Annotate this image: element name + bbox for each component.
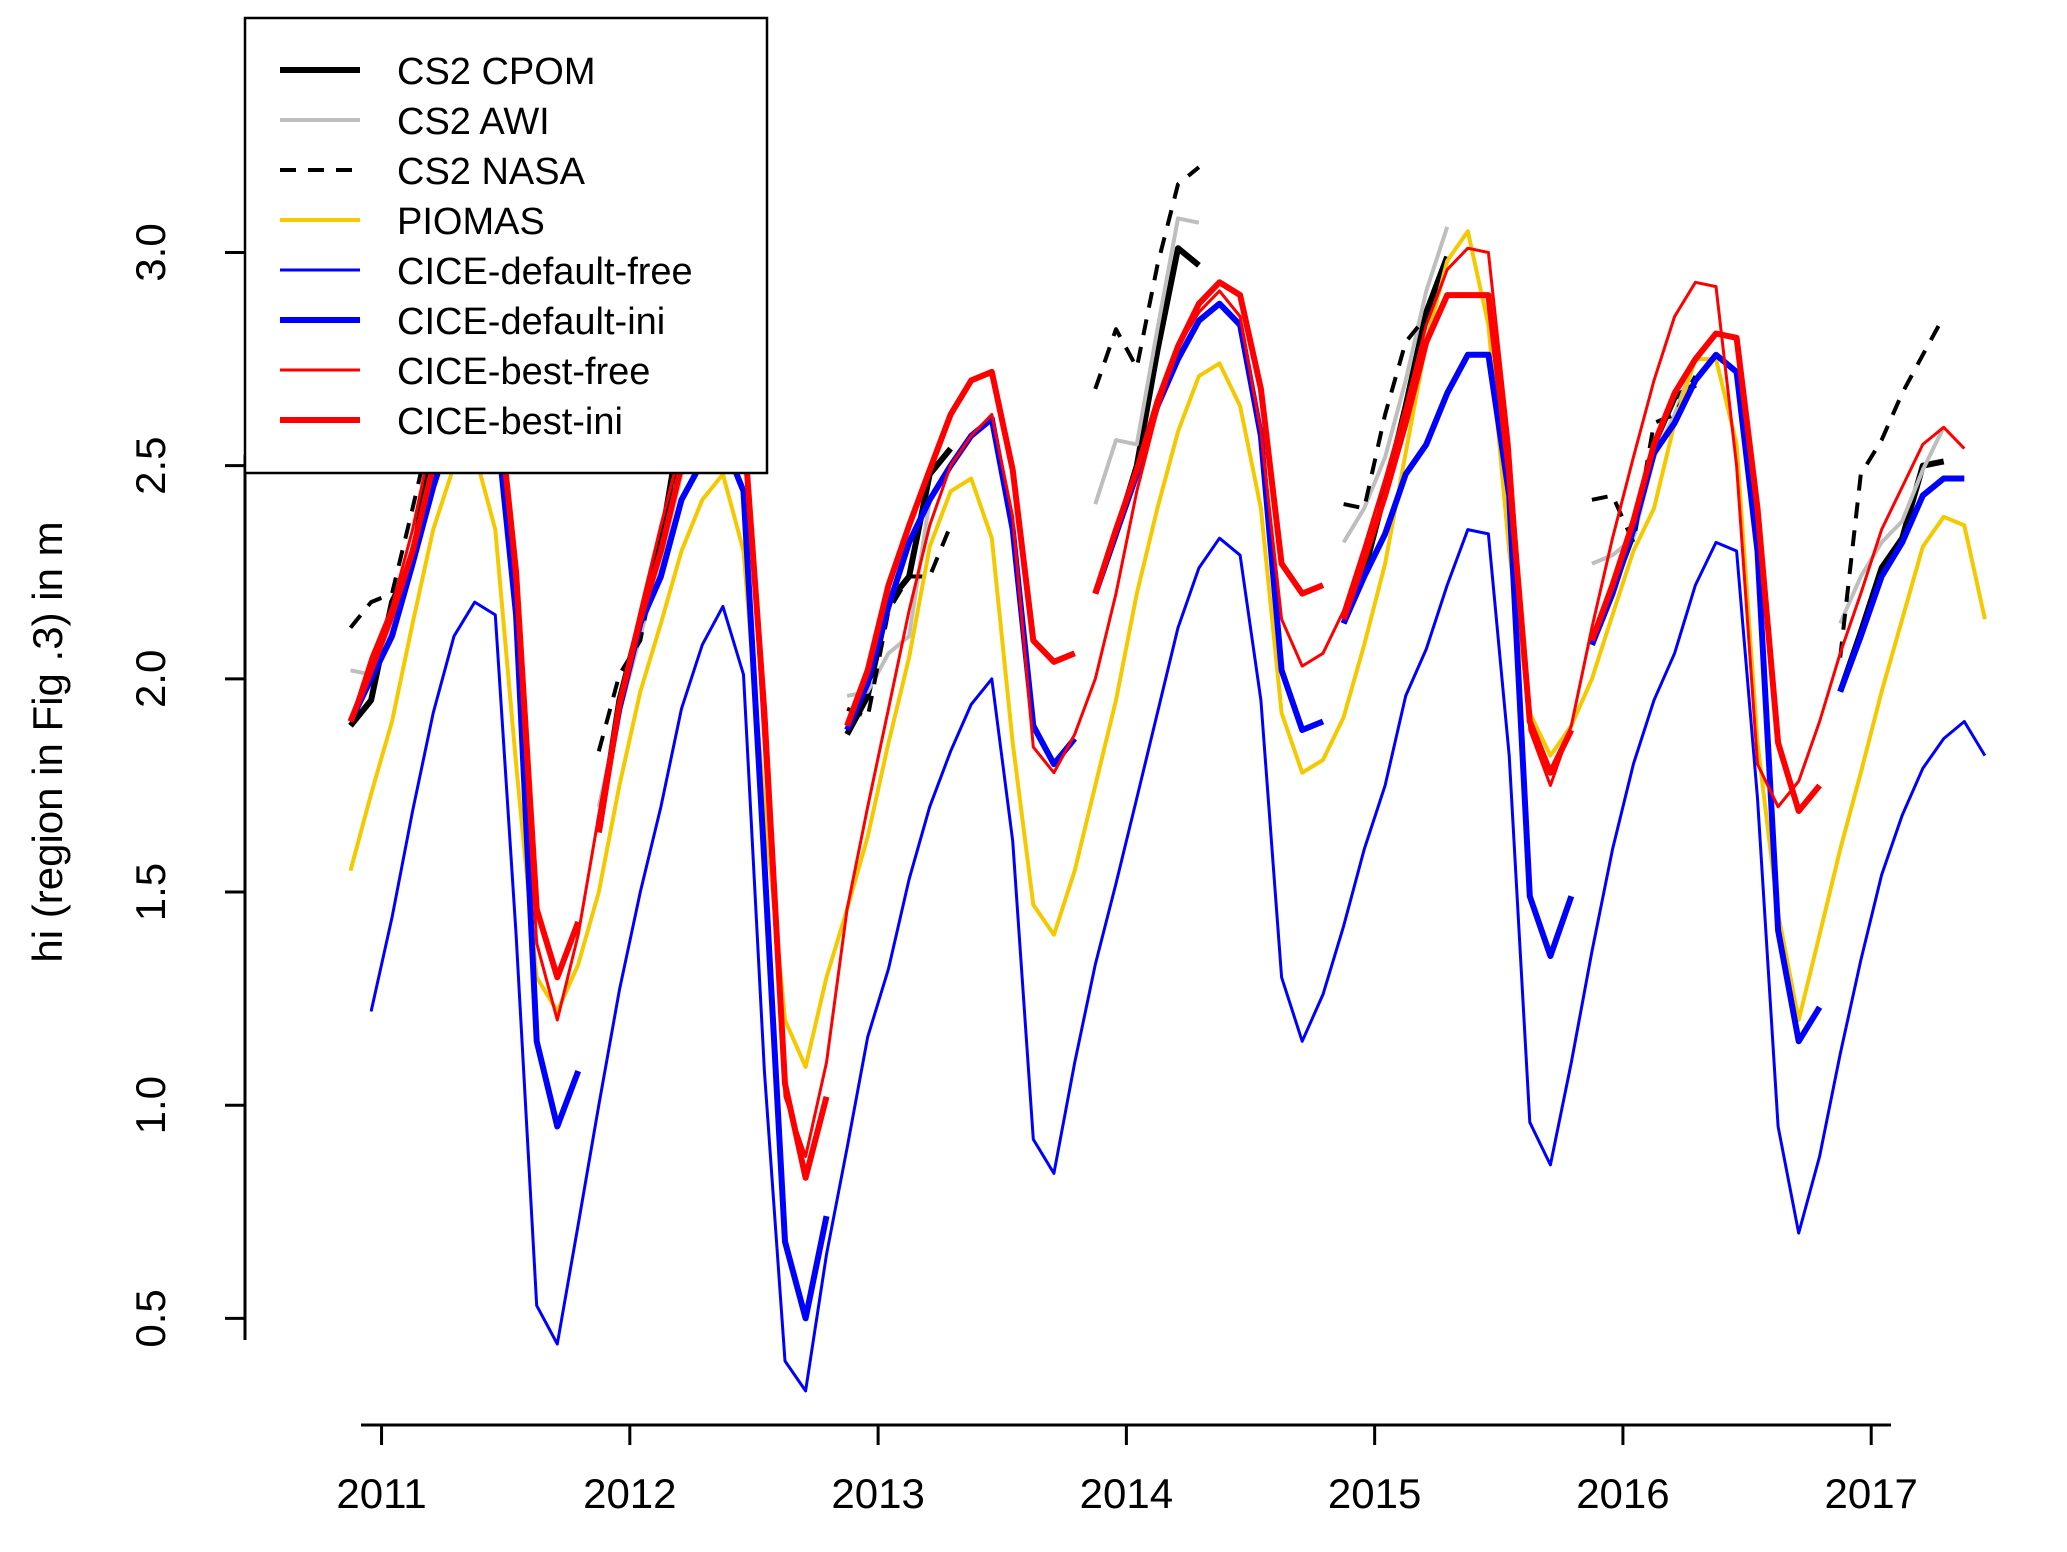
series-line [347,394,582,1130]
x-tick-label: 2017 [1824,1470,1917,1517]
series-cice-best-ini [347,279,1822,1181]
series-line [844,446,953,736]
y-tick-label: 2.0 [127,650,174,708]
series-line [1343,256,1450,511]
legend-items: CS2 CPOM CS2 AWI CS2 NASA PIOMAS CICE-defaul… [280,51,693,443]
x-axis-ticks: 2011 2012 2013 2014 2015 2016 2017 [336,1425,1918,1517]
series-line [1838,315,1946,658]
legend-label: CS2 NASA [397,151,586,193]
series-line [595,437,830,1322]
x-tick-label: 2013 [831,1470,924,1517]
x-tick-label: 2015 [1328,1470,1421,1517]
legend-label: CS2 AWI [397,101,550,143]
legend: CS2 CPOM CS2 AWI CS2 NASA PIOMAS CICE-defaul… [243,16,769,475]
y-tick-label: 2.5 [127,436,174,494]
x-tick-label: 2016 [1576,1470,1669,1517]
series-cice-default-free [369,528,1987,1393]
series-line [846,524,953,720]
series-line [1340,351,1575,959]
legend-label: PIOMAS [397,201,545,243]
series-line [369,528,1987,1393]
x-tick-label: 2012 [583,1470,676,1517]
y-tick-label: 3.0 [127,223,174,281]
y-axis-ticks: 0.5 1.0 1.5 2.0 2.5 3.0 [127,223,245,1348]
series-line [844,415,1078,768]
y-tick-label: 1.5 [127,863,174,921]
legend-label: CICE-best-ini [397,401,623,443]
series-line [1838,426,1946,625]
series-line [1589,351,1823,1045]
y-tick-label: 1.0 [127,1076,174,1134]
series-line [1589,330,1822,814]
series-line [348,333,456,629]
y-tick-label: 0.5 [127,1289,174,1347]
legend-box [243,16,769,475]
x-tick-label: 2011 [336,1470,426,1517]
series-line [1092,279,1325,597]
series-line [1093,216,1200,505]
legend-label: CS2 CPOM [397,51,595,93]
legend-label: CICE-best-free [397,351,650,393]
legend-label: CICE-default-ini [397,301,665,343]
series-line [1340,292,1574,776]
series-line [1341,226,1450,544]
series-line [1093,165,1201,390]
series-line [1837,475,1965,693]
x-tick-label: 2014 [1080,1470,1173,1517]
legend-label: CICE-default-free [397,251,693,293]
series-line [595,385,830,1181]
series-line [844,368,1076,727]
y-axis-label: hi (region in Fig .3) in m [24,521,71,962]
